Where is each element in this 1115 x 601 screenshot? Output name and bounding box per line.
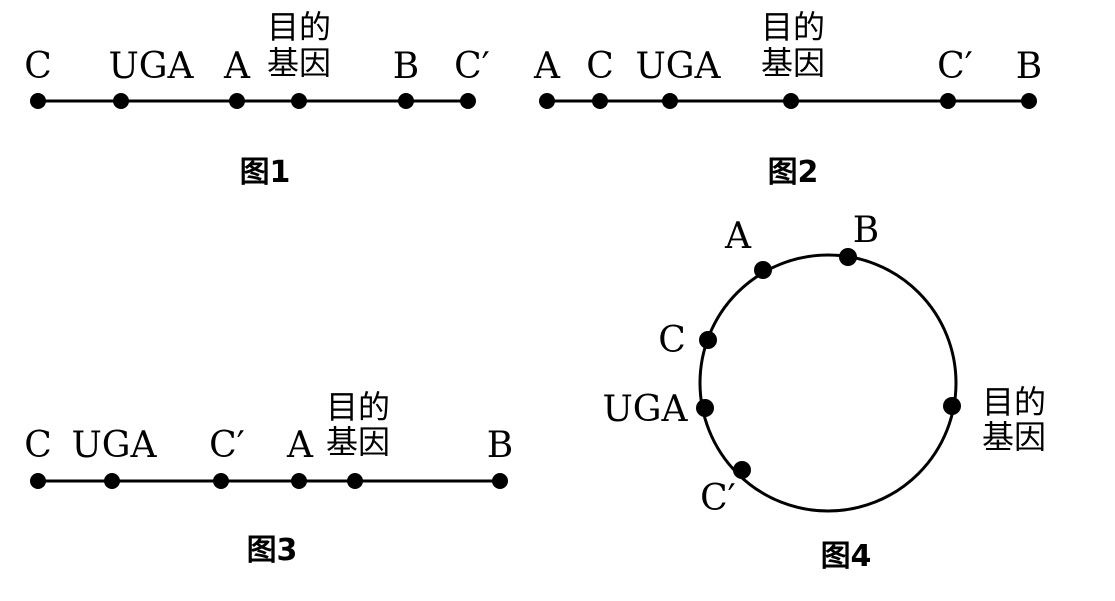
fig2-label-a: A bbox=[533, 46, 561, 87]
fig2-site-dot-c-prime bbox=[940, 93, 956, 109]
fig1-label-a: A bbox=[223, 46, 251, 87]
figure-3: C UGA C′ A 目的 基因 B 图3 bbox=[24, 388, 513, 568]
fig1-site-dot-c-prime bbox=[460, 93, 476, 109]
fig3-label-gene-line2: 基因 bbox=[326, 423, 390, 461]
fig1-label-c: C bbox=[24, 46, 52, 87]
fig1-site-dot-gene bbox=[291, 93, 307, 109]
fig3-site-dot-uga bbox=[104, 473, 120, 489]
fig1-label-c-prime: C′ bbox=[454, 46, 490, 87]
fig4-plasmid-ring bbox=[698, 253, 958, 513]
fig2-label-uga: UGA bbox=[635, 46, 721, 87]
figure-1: C UGA A 目的 基因 B C′ 图1 bbox=[24, 8, 490, 190]
fig1-site-dot-b bbox=[398, 93, 414, 109]
fig2-label-c: C bbox=[586, 46, 614, 87]
fig3-site-dot-c bbox=[30, 473, 46, 489]
fig2-site-dot-gene bbox=[783, 93, 799, 109]
fig4-site-dot-a bbox=[754, 261, 772, 279]
figure-4: A B C UGA 目的 基因 C′ 图4 bbox=[602, 210, 1046, 574]
fig2-site-dot-uga bbox=[662, 93, 678, 109]
fig3-caption: 图3 bbox=[247, 533, 298, 568]
fig1-label-gene-line1: 目的 bbox=[267, 8, 331, 46]
fig4-site-dot-uga bbox=[696, 399, 714, 417]
fig1-label-b: B bbox=[393, 46, 419, 87]
fig4-caption: 图4 bbox=[821, 539, 872, 574]
fig3-site-dot-a bbox=[291, 473, 307, 489]
fig1-site-dot-uga bbox=[113, 93, 129, 109]
fig3-site-dot-c-prime bbox=[213, 473, 229, 489]
fig4-site-dot-c-prime bbox=[733, 461, 751, 479]
fig1-label-gene-line2: 基因 bbox=[267, 44, 331, 82]
fig3-site-dot-gene bbox=[347, 473, 363, 489]
fig2-label-b: B bbox=[1016, 46, 1042, 87]
fig1-label-uga: UGA bbox=[108, 46, 194, 87]
fig4-site-dot-c bbox=[699, 331, 717, 349]
fig2-caption: 图2 bbox=[768, 155, 819, 190]
fig2-label-gene-line1: 目的 bbox=[761, 8, 825, 46]
figure-2: A C UGA 目的 基因 C′ B 图2 bbox=[533, 8, 1042, 190]
fig4-label-c: C bbox=[658, 320, 686, 361]
fig2-site-dot-c bbox=[592, 93, 608, 109]
fig3-site-dot-b bbox=[492, 473, 508, 489]
fig4-label-gene-line2: 基因 bbox=[982, 418, 1046, 456]
fig2-label-c-prime: C′ bbox=[937, 46, 973, 87]
fig2-site-dot-a bbox=[539, 93, 555, 109]
fig3-label-uga: UGA bbox=[71, 425, 157, 466]
fig4-label-a: A bbox=[724, 216, 752, 257]
fig3-label-b: B bbox=[487, 425, 513, 466]
fig4-site-dot-gene bbox=[943, 397, 961, 415]
fig3-label-c: C bbox=[24, 425, 52, 466]
fig3-label-a: A bbox=[286, 425, 314, 466]
fig3-label-c-prime: C′ bbox=[209, 425, 245, 466]
fig1-site-dot-a bbox=[229, 93, 245, 109]
fig4-label-c-prime: C′ bbox=[700, 478, 736, 519]
fig2-site-dot-b bbox=[1021, 93, 1037, 109]
fig2-label-gene-line2: 基因 bbox=[761, 44, 825, 82]
fig1-caption: 图1 bbox=[240, 155, 291, 190]
fig4-label-uga: UGA bbox=[602, 389, 688, 430]
fig3-label-gene-line1: 目的 bbox=[326, 388, 390, 426]
fig1-site-dot-c bbox=[30, 93, 46, 109]
fig4-label-gene-line1: 目的 bbox=[982, 383, 1046, 421]
fig4-label-b: B bbox=[853, 210, 879, 251]
fig4-site-dot-b bbox=[839, 248, 857, 266]
